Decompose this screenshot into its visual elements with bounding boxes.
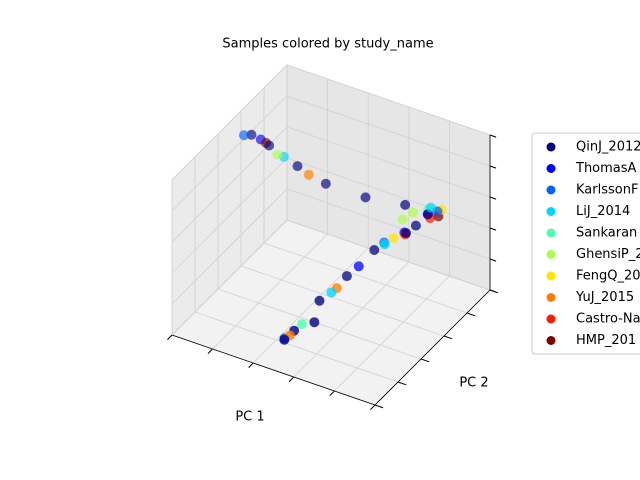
axes-3d: [167, 63, 499, 410]
grid-line: [171, 64, 288, 181]
grid-line: [171, 188, 288, 305]
legend-label: ThomasA: [575, 161, 637, 176]
x-tick: [167, 334, 173, 340]
data-point: [272, 149, 283, 160]
z-tick: [489, 165, 497, 169]
legend-label: HMP_201: [576, 333, 636, 348]
data-point: [388, 233, 399, 244]
y-tick: [374, 404, 384, 409]
legend-label: GhensiP_2: [576, 247, 640, 262]
grid-line: [212, 233, 328, 350]
grid-line: [194, 311, 399, 383]
grid-line: [286, 188, 491, 260]
data-point: [353, 261, 364, 272]
legend-label: Castro-Na: [576, 312, 640, 327]
data-point: [246, 129, 257, 140]
x-axis-line: [171, 334, 376, 406]
legend-label: LiJ_2014: [576, 204, 630, 219]
y-tick: [397, 381, 407, 386]
grid-line: [240, 265, 445, 337]
grid-line: [286, 157, 491, 229]
y-axis-label: PC 2: [459, 376, 488, 391]
data-point: [341, 271, 352, 282]
x-tick: [288, 376, 295, 382]
legend-label: YuJ_2015: [575, 290, 634, 305]
legend-marker: [546, 185, 556, 195]
legend-label: FengQ_20: [576, 269, 640, 284]
grid-line: [171, 219, 288, 336]
data-point: [379, 239, 390, 250]
data-point: [410, 220, 421, 231]
y-tick: [466, 312, 476, 317]
grid-line: [334, 275, 450, 392]
data-point: [326, 287, 337, 298]
grid-line: [286, 126, 491, 198]
x-axis-label: PC 1: [235, 410, 264, 425]
data-point: [314, 295, 325, 306]
data-point: [238, 130, 249, 141]
x-tick: [248, 362, 254, 368]
legend: QinJ_2012 ThomasA KarlssonF LiJ_2014 Sankara…: [531, 132, 640, 355]
grid-line: [252, 247, 369, 364]
legend-label: Sankaran: [576, 226, 637, 241]
chart-title: Samples colored by study_name: [222, 37, 433, 52]
data-point: [320, 178, 331, 189]
legend-marker: [546, 164, 556, 173]
legend-label: KarlssonF: [576, 183, 638, 198]
legend-marker: [546, 271, 556, 281]
data-point: [401, 228, 412, 239]
z-tick: [489, 196, 497, 200]
legend-marker: [546, 336, 556, 345]
z-tick: [489, 227, 497, 231]
data-point: [303, 169, 314, 180]
y-tick: [420, 358, 430, 363]
legend-marker: [546, 228, 556, 238]
x-tick: [329, 390, 335, 396]
data-point: [400, 199, 411, 210]
x-tick: [370, 404, 376, 410]
grid-line: [286, 219, 491, 291]
legend-marker: [546, 207, 556, 216]
data-point: [397, 214, 408, 225]
grid-line: [286, 95, 491, 167]
y-axis-line: [374, 289, 491, 406]
grid-line: [171, 157, 288, 274]
data-point: [369, 245, 380, 255]
x-tick: [207, 348, 213, 354]
data-point: [264, 140, 275, 151]
grid-line: [263, 242, 468, 314]
grid-line: [293, 261, 410, 378]
y-tick: [443, 335, 453, 340]
data-point: [360, 192, 371, 203]
z-tick: [489, 134, 497, 138]
legend-label: QinJ_2012: [576, 140, 640, 155]
data-point: [292, 161, 303, 172]
grid-line: [217, 288, 422, 360]
grid-line: [171, 95, 288, 212]
data-point: [425, 202, 436, 213]
data-point: [279, 334, 290, 345]
legend-marker: [546, 142, 556, 152]
legend-marker: [546, 314, 556, 324]
legend-marker: [546, 293, 556, 302]
data-point: [408, 207, 418, 218]
z-tick: [489, 289, 497, 293]
grid-line: [286, 64, 491, 136]
legend-frame: [531, 132, 640, 355]
z-tick: [489, 258, 497, 262]
data-point: [309, 317, 320, 328]
data-point: [296, 319, 307, 330]
legend-marker: [546, 250, 556, 259]
